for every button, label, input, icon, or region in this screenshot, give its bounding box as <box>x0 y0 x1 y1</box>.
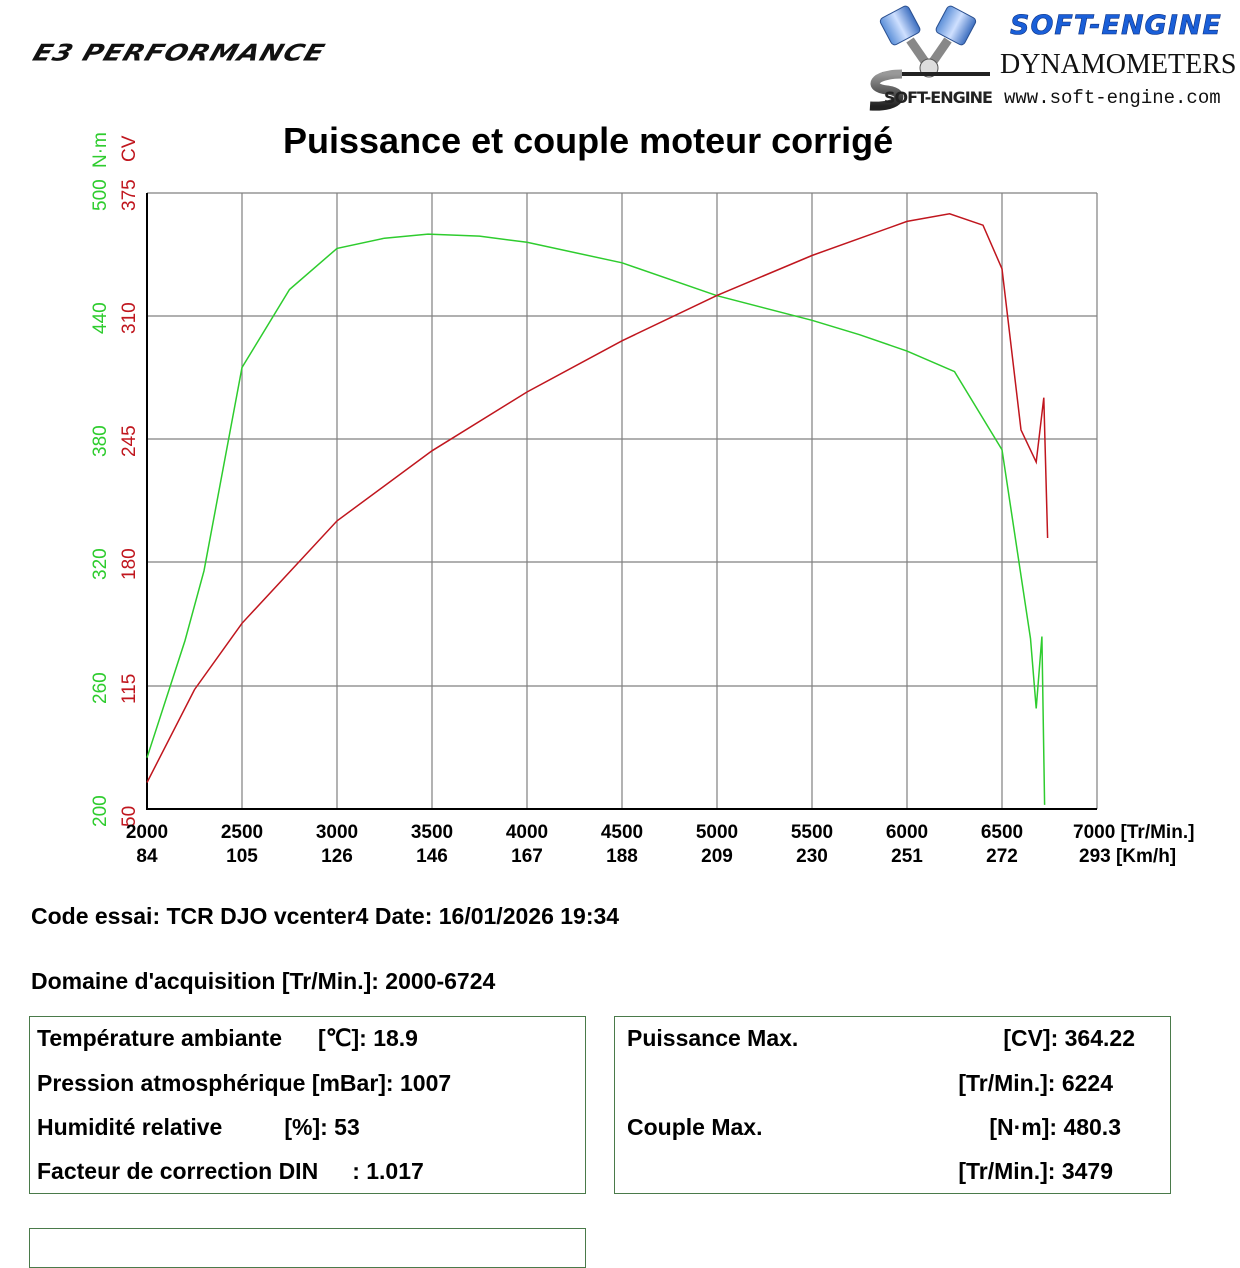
speed-tick-label: 84 <box>136 846 158 867</box>
max-torque-rpm-number: 3479 <box>1061 1158 1113 1184</box>
condition-value: 1007 <box>399 1070 452 1096</box>
condition-value: 53 <box>334 1114 360 1140</box>
grid <box>147 192 1098 809</box>
test-code-date: Code essai: TCR DJO vcenter4 Date: 16/01… <box>31 903 620 929</box>
max-torque-label: Couple Max. <box>627 1114 763 1140</box>
condition-label: Pression atmosphérique <box>37 1070 306 1096</box>
max-torque-rpm: [Tr/Min.]: 3479 <box>958 1158 1113 1185</box>
maxima-box: Puissance Max. [CV]: 364.22 [Tr/Min.]: 6… <box>614 1016 1171 1194</box>
additional-info-box <box>29 1228 586 1268</box>
max-torque-rpm-unit: [Tr/Min.]: <box>958 1158 1056 1184</box>
speed-tick-label: 293 [Km/h] <box>1079 846 1177 867</box>
rpm-tick-label: 2500 <box>220 822 264 843</box>
speed-tick-label: 230 <box>796 846 828 867</box>
speed-tick-label: 146 <box>416 846 448 867</box>
max-power-number: 364.22 <box>1064 1025 1135 1051</box>
max-power-label: Puissance Max. <box>627 1025 799 1051</box>
condition-label: Facteur de correction DIN <box>37 1158 319 1184</box>
condition-value: 18.9 <box>373 1025 418 1051</box>
piston-v-engine-icon <box>869 5 990 111</box>
rpm-tick-label: 2000 <box>125 822 169 843</box>
rpm-tick-label: 3500 <box>410 822 454 843</box>
speed-tick-label: 272 <box>986 846 1018 867</box>
speed-tick-label: 105 <box>226 846 258 867</box>
rpm-tick-label: 7000 [Tr/Min.] <box>1073 822 1195 843</box>
max-power-unit: [CV]: <box>1003 1025 1059 1051</box>
rpm-tick-label: 4500 <box>600 822 644 843</box>
rpm-tick-label: 5000 <box>695 822 739 843</box>
speed-tick-label: 167 <box>511 846 543 867</box>
max-torque-unit: [N·m]: <box>989 1114 1058 1140</box>
condition-row-humidity: Humidité relative [%]: 53 <box>37 1114 360 1141</box>
chart-title: Puissance et couple moteur corrigé <box>283 120 894 161</box>
torque-curve <box>146 233 1046 805</box>
condition-unit: : <box>352 1158 360 1184</box>
dynamometers-label: DYNAMOMETERS <box>1000 49 1237 80</box>
condition-value: 1.017 <box>366 1158 424 1184</box>
speed-tick-label: 251 <box>891 846 923 867</box>
speed-tick-label: 209 <box>701 846 733 867</box>
condition-unit: [mBar]: <box>311 1070 394 1096</box>
rpm-tick-label: 6500 <box>980 822 1024 843</box>
max-power-rpm: [Tr/Min.]: 6224 <box>958 1070 1113 1097</box>
soft-engine-logo-text: SOFT-ENGINE <box>884 88 993 107</box>
condition-label: Température ambiante <box>37 1025 282 1051</box>
condition-row-din-factor: Facteur de correction DIN: 1.017 <box>37 1158 424 1185</box>
power-curve <box>146 213 1049 783</box>
speed-tick-label: 188 <box>606 846 638 867</box>
rpm-tick-label: 6000 <box>885 822 929 843</box>
acquisition-range: Domaine d'acquisition [Tr/Min.]: 2000-67… <box>31 968 496 994</box>
condition-row-pressure: Pression atmosphérique [mBar]: 1007 <box>37 1070 451 1097</box>
rpm-tick-label: 5500 <box>790 822 834 843</box>
rpm-tick-label: 4000 <box>505 822 549 843</box>
soft-engine-logo: SOFT-ENGINE SOFT-ENGINE DYNAMOMETERS www… <box>862 4 1240 112</box>
soft-engine-url: www.soft-engine.com <box>1004 87 1221 109</box>
conditions-box: Température ambiante [℃]: 18.9 Pression a… <box>29 1016 586 1194</box>
max-torque-value: [N·m]: 480.3 <box>989 1114 1121 1141</box>
rpm-tick-label: 3000 <box>315 822 359 843</box>
speed-tick-label: 126 <box>321 846 353 867</box>
condition-label: Humidité relative <box>37 1114 223 1140</box>
max-power-rpm-unit: [Tr/Min.]: <box>958 1070 1056 1096</box>
soft-engine-title: SOFT-ENGINE <box>1010 10 1222 42</box>
condition-unit: [%]: <box>284 1114 328 1140</box>
max-power-value: [CV]: 364.22 <box>1003 1025 1135 1052</box>
condition-unit: [℃]: <box>317 1025 367 1051</box>
dyno-chart-plot <box>146 192 1098 810</box>
condition-row-temperature: Température ambiante [℃]: 18.9 <box>37 1025 418 1052</box>
max-torque-number: 480.3 <box>1063 1114 1121 1140</box>
max-power-rpm-number: 6224 <box>1061 1070 1113 1096</box>
